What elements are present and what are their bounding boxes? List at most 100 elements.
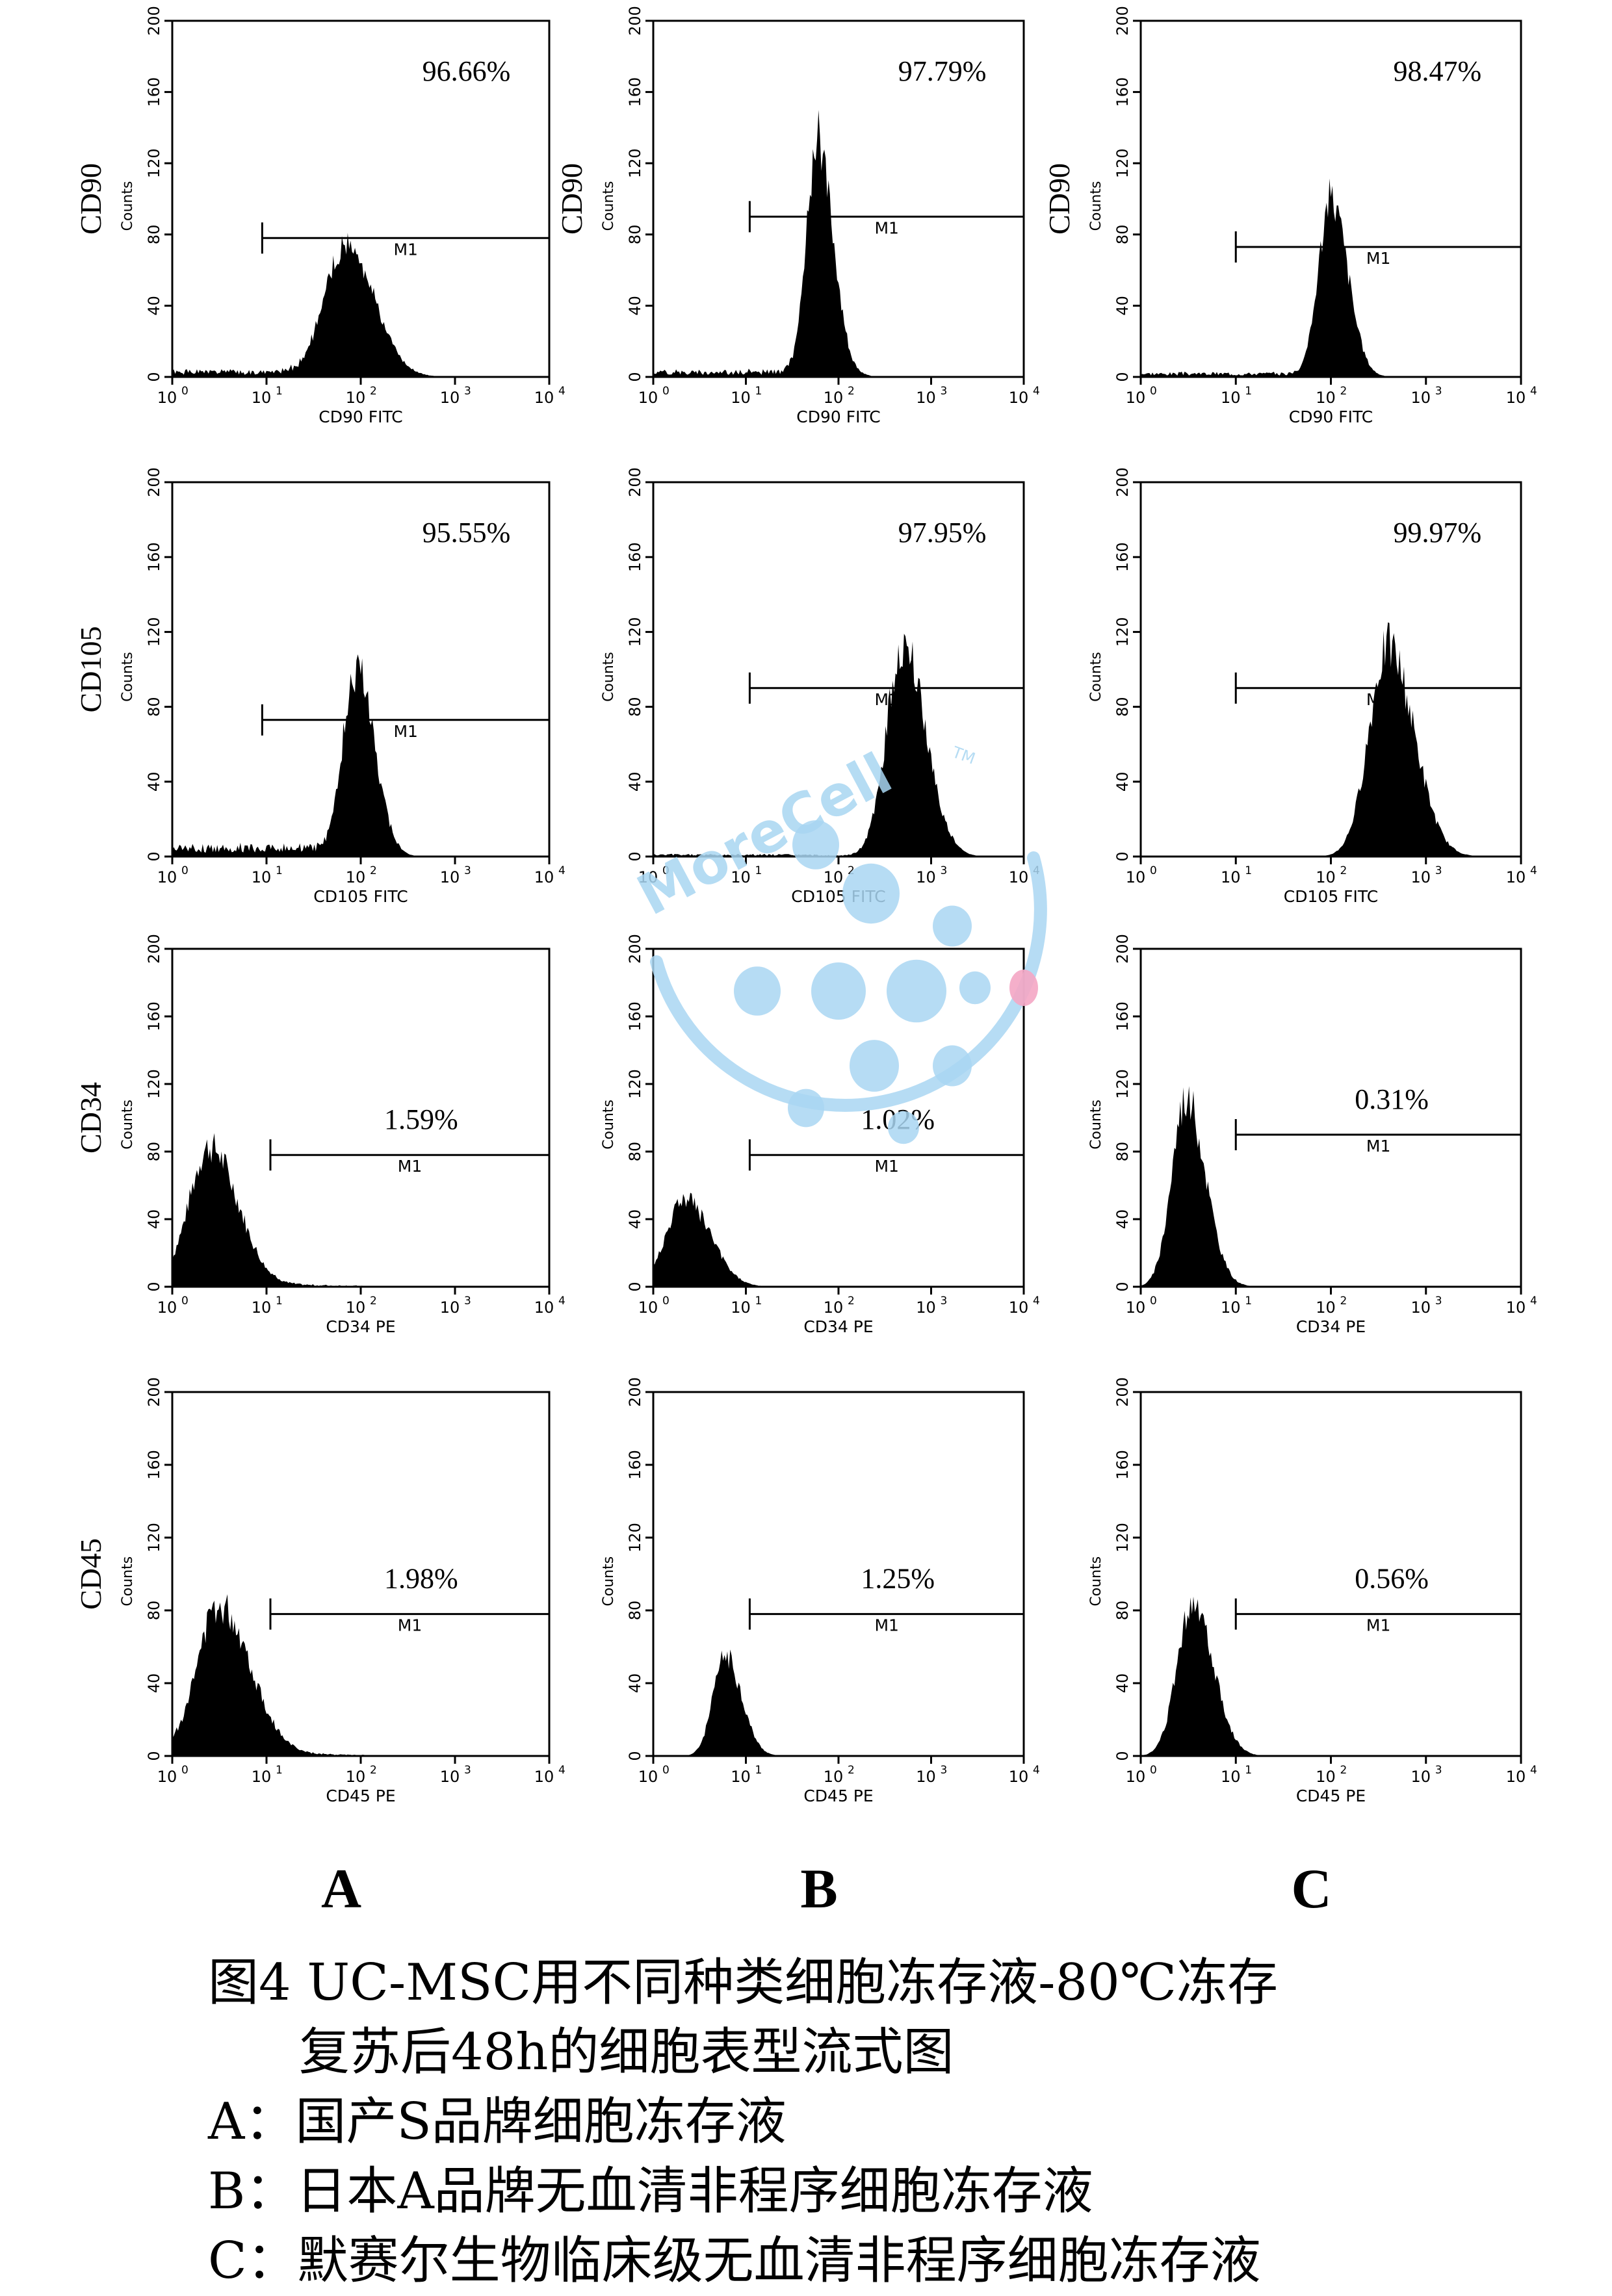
y-tick-label: 160 [145, 1001, 163, 1031]
y-tick-label: 80 [145, 1601, 163, 1621]
x-tick-label: 10 [1506, 1298, 1526, 1317]
x-tick-exponent: 0 [181, 864, 188, 877]
x-tick-exponent: 3 [1435, 1295, 1442, 1308]
y-tick-label: 160 [1113, 1450, 1132, 1480]
row-marker-label: CD34 [74, 1082, 107, 1154]
x-tick-label: 10 [731, 868, 751, 886]
x-tick-label: 10 [440, 1298, 460, 1317]
x-tick-label: 10 [534, 1298, 554, 1317]
caption-legend-b: B：日本A品牌无血清非程序细胞冻存液 [208, 2162, 1093, 2221]
plot-frame [652, 1391, 1025, 1757]
x-tick-exponent: 0 [181, 1764, 188, 1777]
x-tick-label: 10 [731, 389, 751, 407]
y-tick-label: 200 [145, 467, 163, 497]
x-tick-label: 10 [1009, 389, 1029, 407]
histogram-fill [653, 1193, 1024, 1287]
x-tick-label: 10 [252, 868, 272, 886]
y-tick-label: 200 [626, 934, 644, 964]
x-axis-label: CD105 FITC [1284, 887, 1378, 906]
y-tick-label: 40 [626, 296, 644, 316]
y-axis-label: Counts [1088, 1556, 1104, 1606]
x-tick-label: 10 [916, 1768, 936, 1786]
x-tick-exponent: 1 [1245, 385, 1252, 398]
x-tick-label: 10 [638, 868, 658, 886]
watermark-trademark: TM [949, 743, 978, 768]
x-tick-label: 10 [916, 868, 936, 886]
watermark-dot [788, 1089, 824, 1128]
x-tick-exponent: 4 [558, 385, 566, 398]
watermark-dot [959, 971, 991, 1005]
y-tick-label: 160 [1113, 542, 1132, 572]
gated-percent: 95.55% [422, 517, 511, 548]
y-tick-label: 160 [626, 1450, 644, 1480]
x-tick-label: 10 [1009, 1768, 1029, 1786]
y-axis-label: Counts [601, 652, 617, 702]
histogram-fill [172, 654, 549, 857]
y-tick-label: 120 [145, 617, 163, 647]
y-tick-label: 0 [1113, 1751, 1132, 1761]
x-tick-label: 10 [1506, 868, 1526, 886]
x-tick-exponent: 0 [662, 1764, 670, 1777]
x-tick-exponent: 4 [1033, 385, 1040, 398]
x-tick-label: 10 [824, 1768, 844, 1786]
histogram-panel: 0 40 80 120 160 200 10 0 10 1 10 2 10 3 10 4 CD105 FITC C… [74, 467, 566, 906]
histogram-panel: 0 40 80 120 160 200 10 0 10 1 10 2 10 3 10 4 CD90 FITC Co… [555, 6, 1040, 426]
column-label: B [800, 1857, 837, 1920]
y-tick-label: 160 [626, 542, 644, 572]
y-tick-label: 40 [626, 1673, 644, 1694]
histogram-panel: 0 40 80 120 160 200 10 0 10 1 10 2 10 3 10 4 CD90 FITC Co… [74, 6, 566, 426]
x-tick-label: 10 [346, 1768, 366, 1786]
y-tick-label: 40 [1113, 772, 1132, 792]
gate-label: M1 [1366, 1616, 1390, 1635]
x-tick-exponent: 1 [1245, 1295, 1252, 1308]
histogram-panel: 0 40 80 120 160 200 10 0 10 1 10 2 10 3 10 4 CD34 PE Coun… [74, 934, 566, 1336]
y-tick-label: 40 [145, 1209, 163, 1230]
watermark-dot [933, 1045, 972, 1087]
x-tick-label: 10 [1221, 1768, 1241, 1786]
histogram-fill [172, 1594, 549, 1756]
x-tick-exponent: 0 [1150, 1295, 1157, 1308]
gate-label: M1 [398, 1157, 422, 1176]
y-tick-label: 80 [626, 225, 644, 245]
watermark-dot [850, 1040, 899, 1092]
row-marker-label: CD45 [74, 1538, 107, 1610]
gate-label: M1 [874, 690, 898, 709]
x-tick-label: 10 [1221, 1298, 1241, 1317]
y-tick-label: 0 [145, 1751, 163, 1761]
y-tick-label: 40 [145, 1673, 163, 1694]
x-tick-exponent: 2 [848, 1764, 855, 1777]
row-marker-label: CD90 [1043, 163, 1076, 235]
x-tick-exponent: 1 [276, 1295, 283, 1308]
x-tick-label: 10 [346, 868, 366, 886]
y-tick-label: 40 [1113, 1673, 1132, 1694]
watermark-arc [650, 851, 1047, 1112]
y-tick-label: 80 [1113, 1142, 1132, 1162]
watermark-dot [734, 966, 781, 1016]
x-tick-label: 10 [916, 1298, 936, 1317]
y-tick-label: 160 [145, 542, 163, 572]
x-tick-label: 10 [1126, 1768, 1146, 1786]
x-tick-exponent: 4 [558, 1295, 566, 1308]
x-tick-exponent: 3 [1435, 864, 1442, 877]
y-tick-label: 80 [1113, 697, 1132, 717]
x-tick-exponent: 3 [464, 1764, 471, 1777]
x-tick-label: 10 [1506, 389, 1526, 407]
caption-title-line-1: 图4 UC-MSC用不同种类细胞冻存液-80℃冻存 [208, 1954, 1279, 2012]
histogram-fill [653, 1649, 1024, 1756]
caption-legend-a: A：国产S品牌细胞冻存液 [208, 2093, 786, 2151]
watermark-dot [842, 863, 900, 924]
x-tick-label: 10 [1221, 868, 1241, 886]
x-tick-label: 10 [157, 1298, 177, 1317]
gated-percent: 99.97% [1393, 517, 1481, 548]
watermark-dot [811, 962, 866, 1020]
gate-label: M1 [1366, 249, 1390, 268]
y-tick-label: 160 [145, 77, 163, 107]
watermark-dot [887, 959, 946, 1023]
x-tick-exponent: 1 [755, 385, 762, 398]
gate-label: M1 [874, 218, 898, 237]
y-tick-label: 120 [626, 617, 644, 647]
y-axis-label: Counts [120, 1556, 136, 1606]
x-tick-label: 10 [346, 1298, 366, 1317]
histogram-panel: 0 40 80 120 160 200 10 0 10 1 10 2 10 3 10 4 CD45 PE Coun… [74, 1377, 566, 1805]
row-marker-label: CD90 [555, 163, 588, 235]
